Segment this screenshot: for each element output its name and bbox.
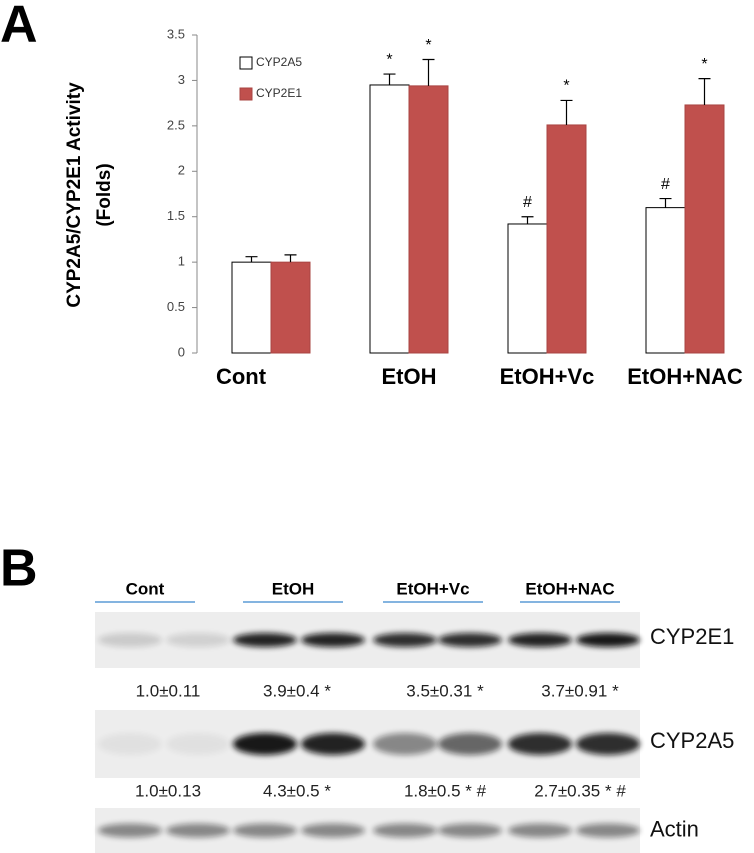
blot-band bbox=[98, 823, 162, 838]
bar bbox=[231, 261, 272, 354]
x-tick-label: EtOH+Vc bbox=[500, 364, 595, 389]
y-axis-label: CYP2A5/CYP2E1 Activity bbox=[64, 82, 85, 308]
blot-band bbox=[166, 733, 230, 755]
error-bar bbox=[245, 256, 258, 263]
error-bar bbox=[521, 216, 534, 224]
x-tick-label: EtOH bbox=[382, 364, 437, 389]
y-tick-label: 0.5 bbox=[167, 299, 185, 314]
blot-band bbox=[301, 633, 365, 647]
lane-group-label: EtOH+Vc bbox=[396, 579, 469, 598]
error-bar bbox=[560, 99, 573, 125]
significance-marker: # bbox=[523, 194, 532, 211]
error-bar bbox=[383, 73, 396, 85]
bar bbox=[369, 84, 410, 354]
quantification: 2.7±0.35 * # bbox=[534, 781, 626, 800]
blot-band bbox=[98, 633, 162, 647]
x-tick-label: Cont bbox=[216, 364, 267, 389]
y-tick-label: 3 bbox=[178, 72, 185, 87]
blot-band bbox=[508, 733, 572, 755]
y-axis-label: (Folds) bbox=[94, 163, 115, 226]
blot-band bbox=[438, 633, 502, 647]
blot-band bbox=[301, 733, 365, 755]
legend-swatch bbox=[239, 56, 253, 70]
blot-band bbox=[438, 823, 502, 838]
error-bar bbox=[659, 197, 672, 208]
blot-band bbox=[576, 633, 640, 647]
blot-band bbox=[576, 733, 640, 755]
bar bbox=[645, 207, 686, 354]
blot-band bbox=[508, 823, 572, 838]
quantification: 1.0±0.13 bbox=[135, 781, 201, 800]
legend-label: CYP2A5 bbox=[256, 55, 302, 69]
quantification: 3.7±0.91 * bbox=[541, 681, 619, 700]
blot-band bbox=[166, 823, 230, 838]
lane-group-label: EtOH+NAC bbox=[525, 579, 614, 598]
x-tick-label: EtOH+NAC bbox=[627, 364, 743, 389]
quantification: 3.5±0.31 * bbox=[406, 681, 484, 700]
row-label: Actin bbox=[650, 816, 699, 841]
y-tick-label: 1 bbox=[178, 254, 185, 269]
bar bbox=[507, 223, 548, 354]
bar bbox=[408, 85, 449, 354]
blot-band bbox=[508, 633, 572, 647]
significance-marker: * bbox=[425, 37, 431, 54]
y-tick-label: 2 bbox=[178, 163, 185, 178]
quantification: 1.8±0.5 * # bbox=[404, 781, 487, 800]
significance-marker: * bbox=[386, 51, 392, 68]
blot-band bbox=[233, 733, 297, 755]
legend-swatch bbox=[239, 87, 253, 101]
blot-band bbox=[166, 633, 230, 647]
error-bar bbox=[284, 254, 297, 263]
error-bar bbox=[698, 78, 711, 105]
panel-letter: A bbox=[0, 0, 38, 54]
panel-letter: B bbox=[0, 540, 38, 598]
blot-band bbox=[98, 733, 162, 755]
legend-label: CYP2E1 bbox=[256, 86, 302, 100]
bar bbox=[546, 124, 587, 354]
quantification: 4.3±0.5 * bbox=[263, 781, 331, 800]
y-tick-label: 2.5 bbox=[167, 117, 185, 132]
significance-marker: * bbox=[701, 56, 707, 73]
y-tick-label: 3.5 bbox=[167, 26, 185, 41]
y-tick-label: 0 bbox=[178, 344, 185, 359]
row-label: CYP2E1 bbox=[650, 624, 734, 649]
error-bar bbox=[422, 58, 435, 86]
blot-band bbox=[233, 823, 297, 838]
significance-marker: # bbox=[661, 176, 670, 193]
blot-band bbox=[576, 823, 640, 838]
blot-band bbox=[373, 633, 437, 647]
bar bbox=[684, 104, 725, 354]
bar bbox=[270, 261, 311, 354]
quantification: 3.9±0.4 * bbox=[263, 681, 331, 700]
blot-band bbox=[438, 733, 502, 755]
quantification: 1.0±0.11 bbox=[136, 681, 201, 700]
significance-marker: * bbox=[563, 78, 569, 95]
blot-band bbox=[373, 733, 437, 755]
row-label: CYP2A5 bbox=[650, 728, 734, 753]
blot-band bbox=[373, 823, 437, 838]
blot-band bbox=[233, 633, 297, 647]
blot-band bbox=[301, 823, 365, 838]
y-tick-label: 1.5 bbox=[167, 208, 185, 223]
lane-group-label: EtOH bbox=[272, 579, 315, 598]
lane-group-label: Cont bbox=[126, 579, 165, 598]
